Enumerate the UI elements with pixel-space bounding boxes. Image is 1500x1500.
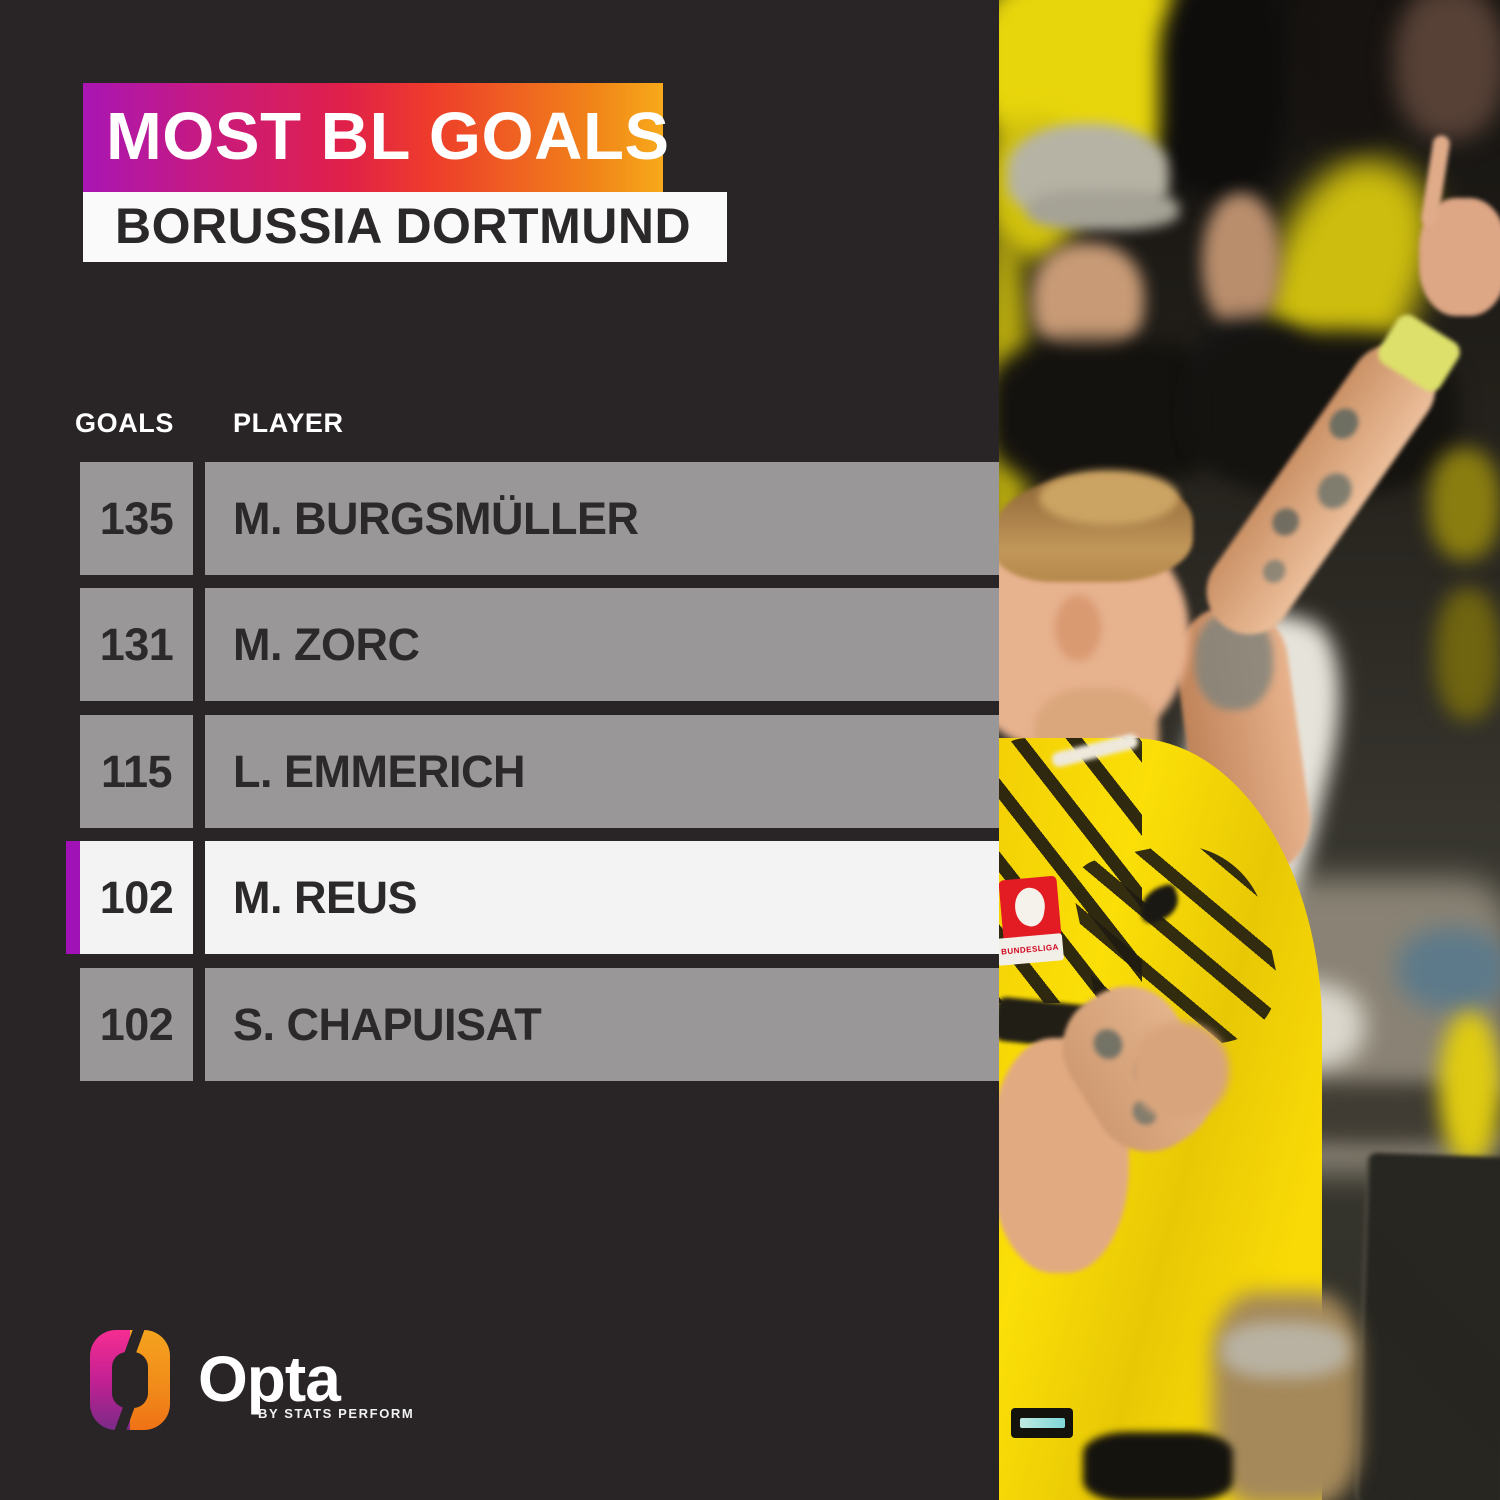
table-row: 131 M. ZORC [0, 588, 1000, 701]
goals-cell: 102 [80, 841, 193, 954]
photo-crowd-yellow-blob [1429, 448, 1500, 560]
photo-crowd-face [1202, 193, 1280, 331]
photo-hem-tag-stripe [1020, 1418, 1065, 1428]
photo-crowd-cap-brim [1027, 190, 1179, 230]
photo-jersey-hem-tag [1011, 1408, 1073, 1438]
page-subtitle: BORUSSIA DORTMUND [115, 198, 692, 254]
bundesliga-patch-text: BUNDESLIGA [1000, 942, 1060, 957]
player-cell: M. BURGSMÜLLER [205, 462, 999, 575]
photo-crowd-face [1032, 243, 1144, 358]
photo-gray-streak [1221, 1322, 1349, 1378]
player-cell: M. ZORC [205, 588, 999, 701]
opta-logo-hole [112, 1352, 148, 1408]
goals-value: 102 [99, 871, 174, 923]
table-row-highlighted: 102 M. REUS [0, 841, 1000, 954]
photo-hand-on-chest [1131, 1022, 1229, 1120]
photo-yellow-blob [1439, 1012, 1500, 1164]
opta-logo-icon [90, 1330, 170, 1430]
title-banner: MOST BL GOALS [83, 83, 670, 192]
player-name: L. EMMERICH [233, 745, 526, 797]
goals-value: 115 [100, 745, 173, 797]
table-row: 115 L. EMMERICH [0, 715, 1000, 828]
goals-cell: 102 [80, 968, 193, 1081]
photo-crowd-face [1394, 0, 1500, 140]
bundesliga-patch-band: BUNDESLIGA [999, 933, 1065, 966]
photo-crowd-dark-figure [1159, 0, 1284, 195]
opta-tagline: BY STATS PERFORM [258, 1406, 415, 1421]
goals-value: 102 [99, 998, 174, 1050]
goals-cell: 115 [80, 715, 193, 828]
photo-crowd-torso [999, 340, 1222, 485]
column-header-goals: GOALS [75, 408, 175, 438]
player-cell: L. EMMERICH [205, 715, 999, 828]
player-cell: M. REUS [205, 841, 999, 954]
table-row: 102 S. CHAPUISAT [0, 968, 1000, 1081]
photo-reus-ear [1055, 595, 1101, 661]
goals-value: 135 [99, 492, 174, 544]
goals-cell: 131 [80, 588, 193, 701]
photo-crowd-dark-figure [1299, 0, 1399, 140]
photo-reus-hair-top [1039, 470, 1179, 525]
column-header-player: PLAYER [233, 408, 344, 438]
goals-cell: 135 [80, 462, 193, 575]
player-cell: S. CHAPUISAT [205, 968, 999, 1081]
subtitle-bar: BORUSSIA DORTMUND [83, 192, 727, 262]
player-name: M. ZORC [233, 618, 420, 670]
goals-value: 131 [99, 618, 174, 670]
player-name: S. CHAPUISAT [233, 998, 542, 1050]
opta-wordmark: Opta [198, 1343, 341, 1415]
player-name: M. REUS [233, 871, 418, 923]
player-photo: BUNDESLIGA [999, 0, 1500, 1500]
photo-crowd-yellow-blob [1435, 588, 1500, 720]
player-name: M. BURGSMÜLLER [233, 492, 639, 544]
page-title: MOST BL GOALS [106, 99, 670, 174]
photo-stand-blue-smudge [1397, 928, 1500, 1010]
photo-dark-object [1354, 1152, 1500, 1500]
bundesliga-patch-icon [999, 875, 1062, 943]
table-row: 135 M. BURGSMÜLLER [0, 462, 1000, 575]
photo-black-shorts [1083, 1432, 1233, 1500]
bundesliga-figure-icon [1012, 885, 1048, 929]
